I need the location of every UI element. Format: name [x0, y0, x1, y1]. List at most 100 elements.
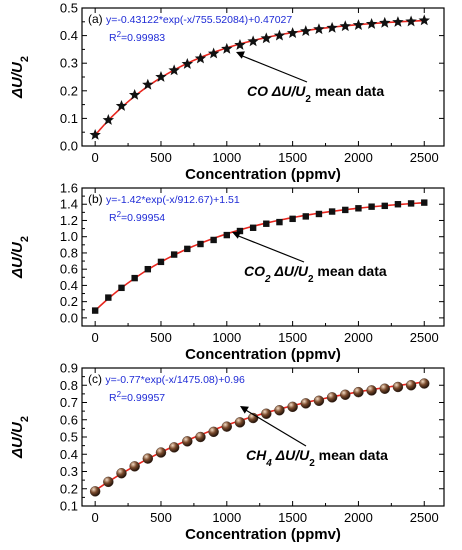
data-point	[236, 227, 244, 235]
x-tick-label: 1000	[212, 510, 241, 525]
x-tick-label: 1500	[278, 510, 307, 525]
panel-1: 0 500 1000 1500 2000 2500 0.0 0.1 0.2 0.3 0.4 0.5 Co…	[9, 1, 445, 183]
panel-letter: (b)	[88, 192, 106, 206]
data-point	[379, 383, 390, 394]
annotation-arrow-head	[232, 231, 241, 239]
annotation-symbol: ΔU/U	[268, 83, 306, 99]
annotation-label: CH4 ΔU/U2 mean data	[246, 447, 388, 469]
data-point	[89, 128, 101, 140]
y-tick-label: 0.0	[60, 310, 78, 325]
r-squared: R2=0.99957	[109, 390, 165, 405]
r-squared-base: R	[109, 392, 117, 404]
x-tick-label: 1000	[212, 150, 241, 165]
annotation-symbol: ΔU/U	[272, 447, 310, 463]
annotation-rest: mean data	[315, 447, 388, 463]
annotation-gas-sub: 4	[265, 458, 272, 469]
data-point	[405, 380, 417, 391]
r-squared: R2=0.99983	[109, 30, 165, 45]
r-squared-sup: 2	[117, 390, 122, 399]
annotation-rest: mean data	[314, 263, 387, 279]
r-squared-value: =0.99954	[121, 212, 165, 224]
data-point	[142, 78, 154, 90]
annotation-arrow-head	[236, 51, 245, 59]
y-axis-title-main: ΔU/U	[9, 61, 26, 99]
data-point	[194, 52, 207, 64]
y-axis-title-sub: 2	[19, 236, 31, 242]
fit-equation-text: y=-0.43122*exp(-x/755.52084)+0.47027	[106, 14, 292, 26]
x-axis-title: Concentration (ppmv)	[185, 346, 341, 363]
y-axis-title: ΔU/U2	[9, 56, 31, 99]
data-point	[197, 240, 204, 248]
data-point	[118, 284, 125, 292]
data-point	[144, 265, 152, 273]
x-tick-label: 2000	[344, 330, 373, 345]
x-tick-label: 2000	[344, 150, 373, 165]
data-point	[208, 426, 219, 438]
data-point	[115, 99, 128, 111]
data-point	[273, 29, 286, 41]
r-squared-value: =0.99957	[121, 392, 165, 404]
data-point	[407, 200, 415, 207]
fit-equation: (b) y=-1.42*exp(-x/912.67)+1.51	[88, 192, 240, 206]
data-point	[129, 461, 140, 472]
annotation-gas: CH	[246, 447, 267, 463]
x-tick-label: 2500	[410, 510, 439, 525]
data-point	[421, 199, 428, 206]
x-tick-label: 1500	[278, 330, 307, 345]
data-point	[286, 27, 299, 38]
x-tick-label: 2500	[410, 150, 439, 165]
data-point	[365, 18, 378, 29]
data-point	[105, 294, 112, 301]
data-point	[418, 14, 430, 26]
x-tick-label: 500	[150, 150, 172, 165]
x-tick-label: 500	[150, 510, 172, 525]
r-squared-base: R	[109, 32, 117, 44]
data-point	[155, 447, 167, 458]
fit-equation: (a) y=-0.43122*exp(-x/755.52084)+0.47027	[88, 12, 292, 26]
data-point	[313, 395, 325, 406]
y-tick-label: 0.1	[60, 111, 78, 126]
annotation-gas: CO	[244, 263, 265, 279]
data-point	[89, 486, 101, 497]
y-tick-label: 0.2	[60, 481, 78, 496]
y-tick-label: 1.4	[60, 197, 78, 212]
data-point	[210, 236, 217, 244]
y-tick-label: 0.8	[60, 378, 78, 393]
y-tick-label: 0.0	[60, 139, 78, 154]
y-axis-title-main: ΔU/U	[9, 421, 26, 459]
data-point	[247, 35, 259, 47]
data-point	[157, 258, 165, 266]
panel-3: 0 500 1000 1500 2000 2500 0.1 0.2 0.3 0.4 0.5 0.6 0.…	[9, 361, 445, 543]
data-point	[128, 88, 141, 100]
annotation-arrow-head	[240, 406, 249, 414]
data-point	[142, 453, 154, 464]
data-point	[392, 381, 404, 393]
data-point	[182, 436, 193, 447]
y-tick-label: 0.4	[60, 278, 78, 293]
data-point	[419, 378, 430, 389]
y-tick-label: 1.6	[60, 181, 78, 196]
annotation-gas: CO	[247, 83, 268, 99]
data-point	[249, 224, 257, 231]
panel-letter: (a)	[88, 12, 106, 26]
fit-equation-text: y=-0.77*exp(-x/1475.08)+0.96	[105, 374, 245, 386]
annotation-arrow-line	[235, 234, 305, 263]
y-tick-label: 0.2	[60, 294, 78, 309]
x-tick-label: 0	[92, 150, 99, 165]
data-point	[379, 16, 391, 28]
y-axis-title-sub: 2	[19, 56, 31, 62]
data-point	[116, 468, 127, 479]
data-point	[261, 408, 272, 419]
data-point	[394, 201, 402, 208]
data-point	[221, 42, 233, 54]
data-point	[102, 114, 115, 125]
y-tick-label: 0.4	[60, 447, 78, 462]
data-point	[339, 20, 351, 32]
data-point	[352, 19, 365, 30]
y-axis-title: ΔU/U2	[9, 416, 31, 459]
x-tick-label: 2500	[410, 330, 439, 345]
data-point	[326, 21, 338, 33]
annotation-arrow-line	[239, 54, 308, 83]
data-point	[234, 417, 246, 428]
x-tick-label: 1500	[278, 150, 307, 165]
